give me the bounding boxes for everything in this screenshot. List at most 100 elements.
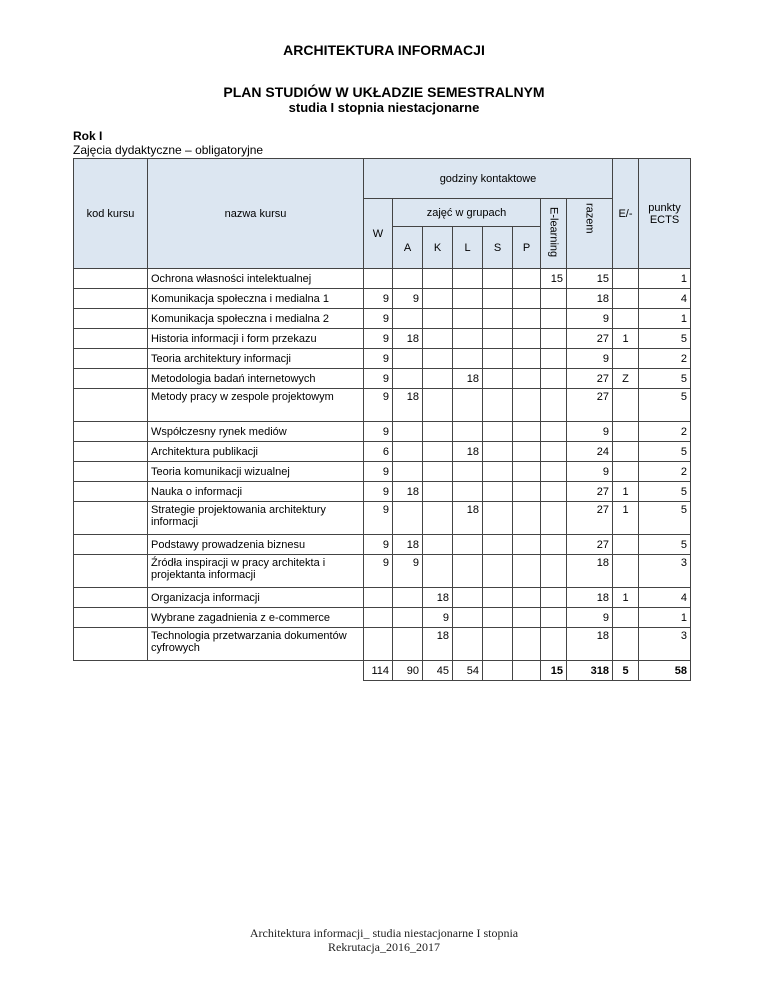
cell-s	[482, 461, 513, 482]
cell-el	[540, 461, 567, 482]
cell-razem: 15	[566, 268, 613, 289]
cell-l: 18	[452, 501, 483, 535]
cell-a: 18	[392, 328, 423, 349]
cell-razem: 27	[566, 501, 613, 535]
cell-a: 18	[392, 481, 423, 502]
course-name: Ochrona własności intelektualnej	[147, 268, 364, 289]
cell-p	[512, 328, 541, 349]
page-footer: Architektura informacji_ studia niestacj…	[0, 926, 768, 954]
table-row: Źródła inspiracji w pracy architekta i p…	[73, 554, 691, 588]
cell-ects: 5	[638, 481, 691, 502]
cell-s	[482, 534, 513, 555]
cell-razem: 27	[566, 368, 613, 389]
cell-a: 18	[392, 388, 423, 422]
header-l: L	[452, 226, 483, 269]
cell-s	[482, 328, 513, 349]
cell-e	[612, 607, 639, 628]
cell-k: 18	[422, 587, 453, 608]
totals-row: 114 90 45 54 15 318 5 58	[74, 660, 691, 681]
cell-razem: 24	[566, 441, 613, 462]
table-row: Metodologia badań internetowych 9 18 27 Z 5	[73, 368, 691, 389]
cell-el	[540, 348, 567, 369]
cell-k	[422, 388, 453, 422]
cell-a	[392, 421, 423, 442]
cell-l	[452, 348, 483, 369]
study-plan-table: kod kursu nazwa kursu godziny kontaktowe…	[73, 158, 691, 681]
cell-l	[452, 607, 483, 628]
cell-el	[540, 534, 567, 555]
kod-cell	[73, 268, 148, 289]
cell-a	[392, 607, 423, 628]
cell-e	[612, 627, 639, 661]
cell-razem: 9	[566, 348, 613, 369]
cell-p	[512, 627, 541, 661]
cell-el	[540, 587, 567, 608]
cell-el	[540, 554, 567, 588]
footer-line-1: Architektura informacji_ studia niestacj…	[249, 926, 519, 940]
cell-a: 18	[392, 534, 423, 555]
kod-cell	[73, 501, 148, 535]
cell-w: 9	[363, 308, 393, 329]
cell-k: 9	[422, 607, 453, 628]
cell-ects: 1	[638, 607, 691, 628]
cell-ects: 5	[638, 534, 691, 555]
header-p: P	[512, 226, 541, 269]
cell-w: 9	[363, 348, 393, 369]
cell-l: 18	[452, 441, 483, 462]
cell-s	[482, 441, 513, 462]
cell-ects: 2	[638, 461, 691, 482]
cell-w	[363, 268, 393, 289]
cell-l	[452, 481, 483, 502]
header-grupy: zajęć w grupach	[392, 198, 541, 227]
course-name: Nauka o informacji	[147, 481, 364, 502]
cell-s	[482, 627, 513, 661]
cell-razem: 9	[566, 461, 613, 482]
kod-cell	[73, 534, 148, 555]
table-row: Strategie projektowania architektury inf…	[73, 501, 691, 535]
course-name: Metodologia badań internetowych	[147, 368, 364, 389]
cell-e	[612, 288, 639, 309]
cell-a	[392, 627, 423, 661]
header-nazwa: nazwa kursu	[147, 158, 364, 269]
header-kod: kod kursu	[73, 158, 148, 269]
total-k: 45	[422, 660, 453, 681]
total-a: 90	[392, 660, 423, 681]
total-p	[512, 660, 541, 681]
cell-w: 9	[363, 388, 393, 422]
cell-e	[612, 554, 639, 588]
kod-cell	[73, 388, 148, 422]
cell-razem: 27	[566, 328, 613, 349]
course-name: Architektura publikacji	[147, 441, 364, 462]
footer-line-2: Rekrutacja_2016_2017	[328, 940, 440, 954]
kod-cell	[73, 627, 148, 661]
cell-ects: 5	[638, 441, 691, 462]
cell-k	[422, 554, 453, 588]
table-row: Współczesny rynek mediów 9 9 2	[73, 421, 691, 442]
cell-s	[482, 288, 513, 309]
cell-e	[612, 421, 639, 442]
kod-cell	[73, 607, 148, 628]
cell-a	[392, 368, 423, 389]
cell-k: 18	[422, 627, 453, 661]
cell-k	[422, 268, 453, 289]
cell-k	[422, 308, 453, 329]
cell-ects: 4	[638, 288, 691, 309]
kod-cell	[73, 308, 148, 329]
cell-k	[422, 421, 453, 442]
cell-s	[482, 481, 513, 502]
cell-razem: 27	[566, 388, 613, 422]
cell-e: 1	[612, 587, 639, 608]
total-e: 5	[612, 660, 639, 681]
table-row: Podstawy prowadzenia biznesu 9 18 27 5	[73, 534, 691, 555]
course-name: Technologia przetwarzania dokumentów cyf…	[147, 627, 364, 661]
cell-a: 9	[392, 288, 423, 309]
total-ects: 58	[638, 660, 691, 681]
total-l: 54	[452, 660, 483, 681]
cell-razem: 9	[566, 607, 613, 628]
cell-ects: 1	[638, 308, 691, 329]
cell-w	[363, 607, 393, 628]
cell-p	[512, 534, 541, 555]
cell-s	[482, 607, 513, 628]
table-row: Technologia przetwarzania dokumentów cyf…	[73, 627, 691, 661]
